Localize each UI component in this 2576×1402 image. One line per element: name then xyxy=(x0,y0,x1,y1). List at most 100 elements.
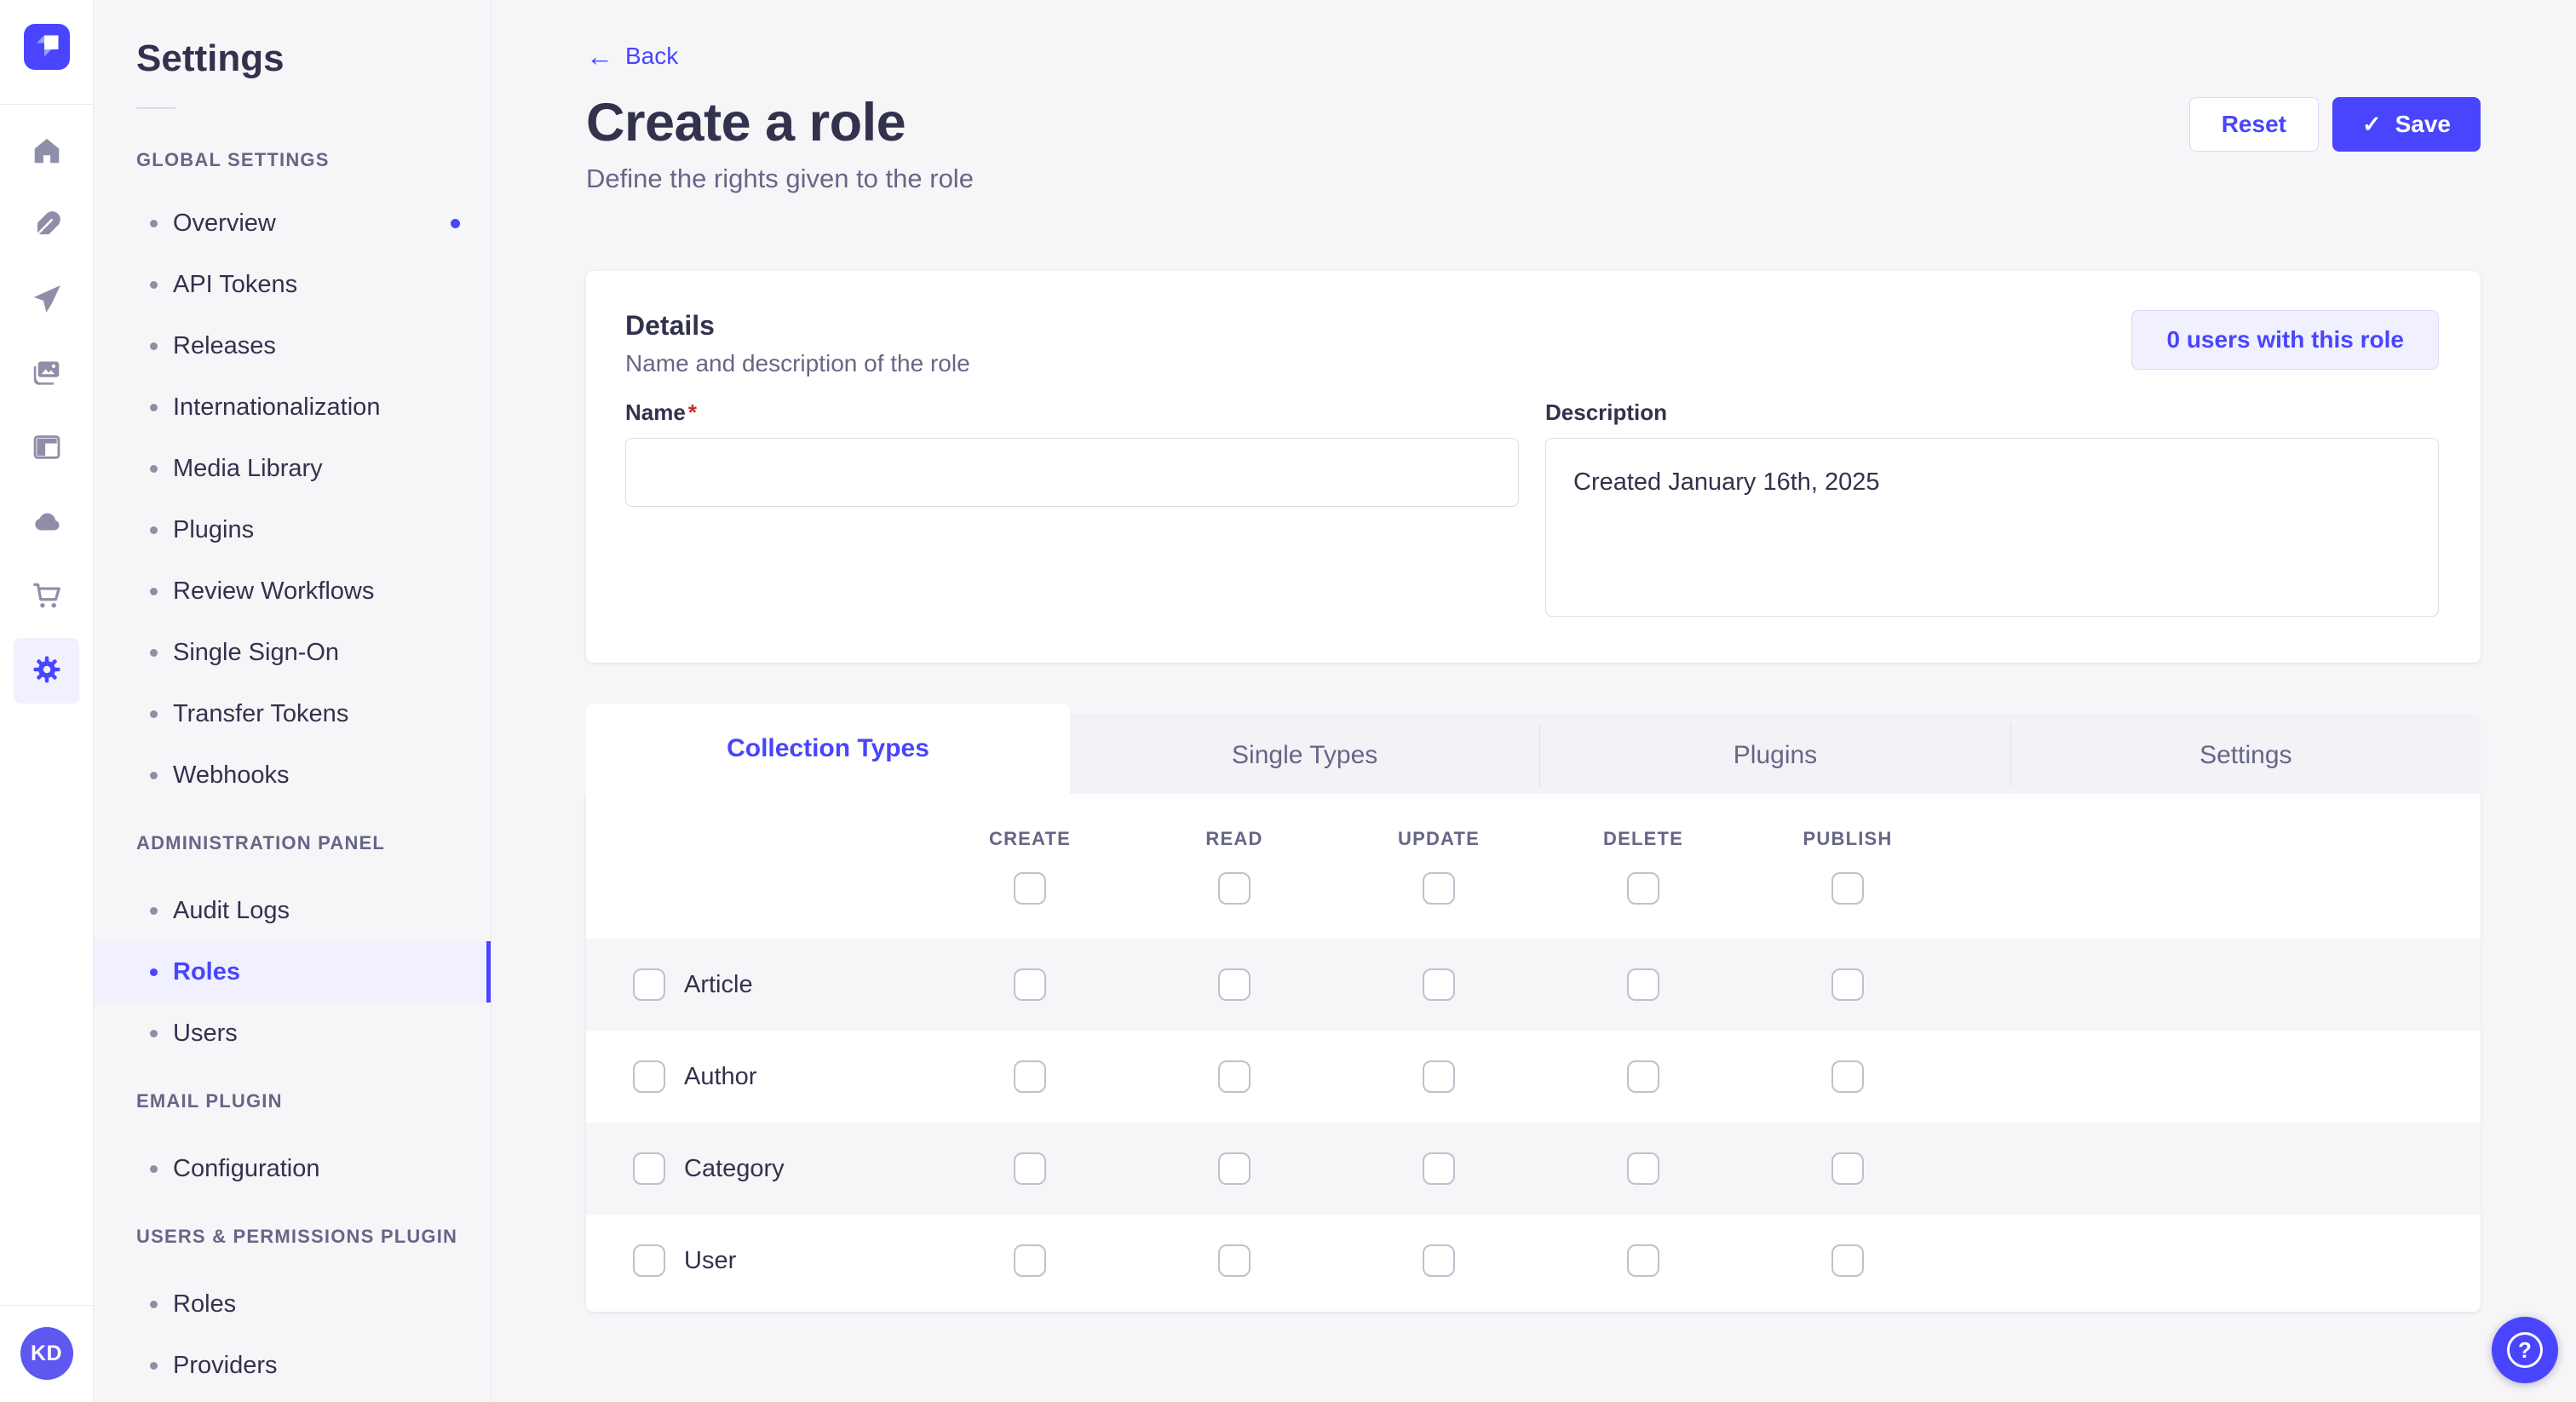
checkbox-article-read[interactable] xyxy=(1218,968,1251,1001)
row-select-checkbox-category[interactable] xyxy=(633,1152,665,1185)
select-all-update-checkbox[interactable] xyxy=(1423,872,1455,905)
description-textarea[interactable]: Created January 16th, 2025 xyxy=(1545,438,2439,617)
checkbox-author-read[interactable] xyxy=(1218,1060,1251,1093)
checkbox-article-create[interactable] xyxy=(1014,968,1046,1001)
checkbox-category-create[interactable] xyxy=(1014,1152,1046,1185)
checkbox-author-delete[interactable] xyxy=(1627,1060,1659,1093)
feather-icon xyxy=(31,209,63,244)
bullet-dot xyxy=(150,771,158,779)
save-button[interactable]: ✓ Save xyxy=(2332,97,2481,152)
help-button[interactable]: ? xyxy=(2492,1317,2558,1383)
checkbox-category-update[interactable] xyxy=(1423,1152,1455,1185)
checkbox-author-create[interactable] xyxy=(1014,1060,1046,1093)
row-select-checkbox-article[interactable] xyxy=(633,968,665,1001)
rail-button-marketplace[interactable] xyxy=(14,560,79,634)
rail-button-cloud[interactable] xyxy=(14,486,79,560)
sidebar-item-releases[interactable]: Releases xyxy=(94,315,491,376)
select-all-delete-checkbox[interactable] xyxy=(1627,872,1659,905)
shopping-cart-icon xyxy=(31,579,63,614)
permissions-table-header: CREATE READ UPDATE DELETE xyxy=(586,794,2481,939)
select-all-read-checkbox[interactable] xyxy=(1218,872,1251,905)
sidebar-title: Settings xyxy=(136,37,285,79)
main-content: ← Back Create a role Reset ✓ Save Define… xyxy=(492,0,2576,1402)
rail-icon-nav xyxy=(14,105,79,708)
sidebar-item-roles[interactable]: Roles xyxy=(94,941,491,1003)
divider xyxy=(136,107,175,109)
checkbox-author-update[interactable] xyxy=(1423,1060,1455,1093)
table-row-article: Article xyxy=(586,939,2481,1031)
select-all-publish-checkbox[interactable] xyxy=(1831,872,1864,905)
checkbox-article-update[interactable] xyxy=(1423,968,1455,1001)
rail-button-settings[interactable] xyxy=(14,638,79,704)
paper-plane-icon xyxy=(31,283,63,318)
section-label-users-permissions-plugin: USERS & PERMISSIONS PLUGIN xyxy=(136,1225,458,1247)
rail-button-deploy[interactable] xyxy=(14,263,79,337)
tab-settings[interactable]: Settings xyxy=(2011,716,2481,794)
divider xyxy=(0,1305,93,1306)
sidebar-item-up-roles[interactable]: Roles xyxy=(94,1273,491,1335)
sidebar-item-review-workflows[interactable]: Review Workflows xyxy=(94,560,491,622)
sidebar-item-internationalization[interactable]: Internationalization xyxy=(94,376,491,438)
rail-button-content[interactable] xyxy=(14,189,79,263)
sidebar-item-media-library[interactable]: Media Library xyxy=(94,438,491,499)
checkbox-user-create[interactable] xyxy=(1014,1244,1046,1277)
checkbox-category-read[interactable] xyxy=(1218,1152,1251,1185)
main-nav-rail: KD xyxy=(0,0,94,1402)
select-all-create-checkbox[interactable] xyxy=(1014,872,1046,905)
sidebar-item-overview[interactable]: Overview xyxy=(94,192,491,254)
row-select-checkbox-author[interactable] xyxy=(633,1060,665,1093)
tab-plugins[interactable]: Plugins xyxy=(1540,716,2010,794)
checkbox-user-update[interactable] xyxy=(1423,1244,1455,1277)
cloud-icon xyxy=(31,505,63,540)
checkbox-category-delete[interactable] xyxy=(1627,1152,1659,1185)
back-link[interactable]: ← Back xyxy=(586,41,679,72)
sidebar-item-providers[interactable]: Providers xyxy=(94,1335,491,1396)
sidebar-item-api-tokens[interactable]: API Tokens xyxy=(94,254,491,315)
checkbox-user-publish[interactable] xyxy=(1831,1244,1864,1277)
checkbox-user-delete[interactable] xyxy=(1627,1244,1659,1277)
bullet-dot xyxy=(150,280,158,289)
permissions-table: CREATE READ UPDATE DELETE xyxy=(586,794,2481,1312)
column-header-publish: PUBLISH xyxy=(1803,828,1893,849)
tab-divider xyxy=(1539,723,1541,787)
checkbox-article-publish[interactable] xyxy=(1831,968,1864,1001)
sidebar-item-single-sign-on[interactable]: Single Sign-On xyxy=(94,622,491,683)
settings-gear-icon xyxy=(31,653,63,688)
tab-divider xyxy=(2010,723,2011,787)
name-input[interactable] xyxy=(625,438,1519,507)
sidebar-item-transfer-tokens[interactable]: Transfer Tokens xyxy=(94,683,491,744)
bullet-dot xyxy=(150,968,158,976)
avatar[interactable]: KD xyxy=(20,1327,73,1380)
checkbox-user-read[interactable] xyxy=(1218,1244,1251,1277)
description-label: Description xyxy=(1545,399,1668,425)
sidebar-item-audit-logs[interactable]: Audit Logs xyxy=(94,880,491,941)
users-with-role-badge[interactable]: 0 users with this role xyxy=(2131,310,2439,370)
checkbox-category-publish[interactable] xyxy=(1831,1152,1864,1185)
strapi-logo-icon xyxy=(23,24,70,72)
rail-button-layout[interactable] xyxy=(14,411,79,486)
bullet-dot xyxy=(150,219,158,227)
strapi-logo-button[interactable] xyxy=(23,24,70,72)
tab-collection-types[interactable]: Collection Types xyxy=(586,704,1070,794)
rail-button-home[interactable] xyxy=(14,115,79,189)
details-card: Details Name and description of the role… xyxy=(586,271,2481,663)
bullet-dot xyxy=(150,1361,158,1370)
home-icon xyxy=(31,135,63,170)
bullet-dot xyxy=(150,1029,158,1037)
bullet-dot xyxy=(150,464,158,473)
sidebar-item-plugins[interactable]: Plugins xyxy=(94,499,491,560)
check-icon: ✓ xyxy=(2361,111,2382,137)
rail-button-media[interactable] xyxy=(14,337,79,411)
tab-single-types[interactable]: Single Types xyxy=(1070,716,1539,794)
sidebar-item-webhooks[interactable]: Webhooks xyxy=(94,744,491,806)
sidebar-item-users[interactable]: Users xyxy=(94,1003,491,1064)
checkbox-author-publish[interactable] xyxy=(1831,1060,1864,1093)
settings-menu: GLOBAL SETTINGS Overview API Tokens Rele… xyxy=(94,128,491,1396)
row-select-checkbox-user[interactable] xyxy=(633,1244,665,1277)
checkbox-article-delete[interactable] xyxy=(1627,968,1659,1001)
divider xyxy=(0,104,93,105)
sidebar-item-configuration[interactable]: Configuration xyxy=(94,1138,491,1199)
layout-icon xyxy=(31,431,63,466)
reset-button[interactable]: Reset xyxy=(2188,97,2319,152)
page-subtitle: Define the rights given to the role xyxy=(586,164,974,193)
